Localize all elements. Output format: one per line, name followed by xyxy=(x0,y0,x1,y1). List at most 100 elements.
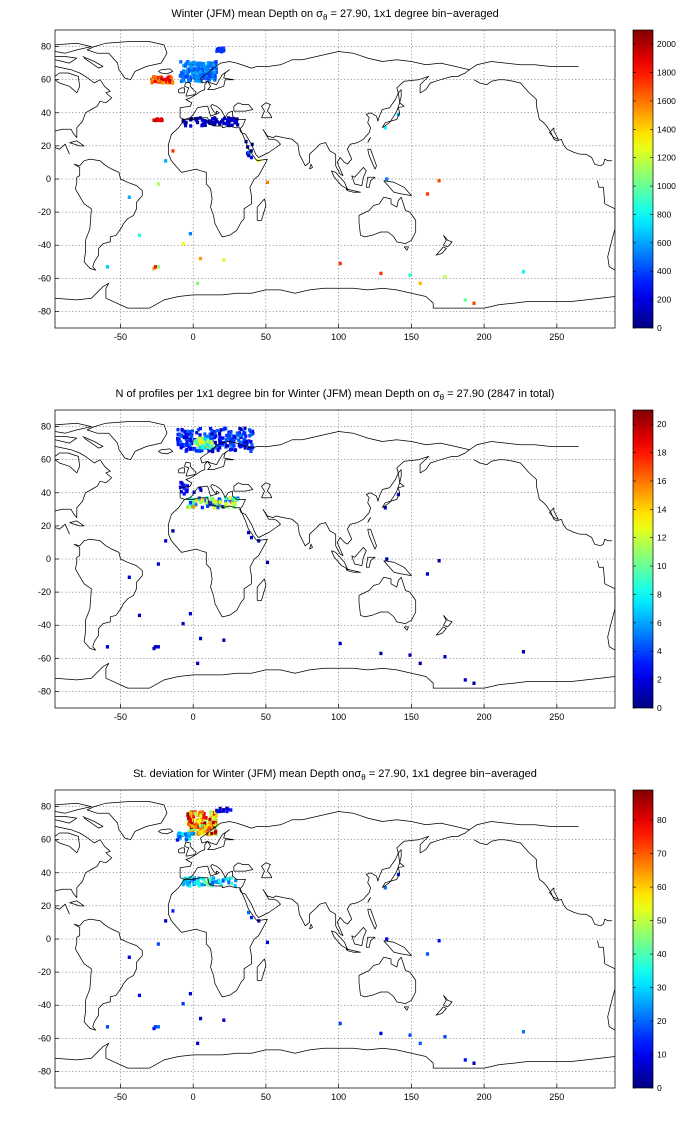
data-cell xyxy=(212,66,216,70)
data-cell xyxy=(206,70,210,74)
data-cell xyxy=(222,48,226,53)
coastline xyxy=(69,520,85,527)
data-cell xyxy=(208,62,212,66)
data-cell xyxy=(211,815,216,820)
data-cell xyxy=(210,442,214,446)
coastline xyxy=(82,816,104,829)
colorbar-tick-label: 400 xyxy=(657,266,671,276)
data-cell xyxy=(183,443,187,447)
colorbar-tick-label: 40 xyxy=(657,949,667,959)
data-cell xyxy=(472,301,476,305)
coastline xyxy=(256,958,267,981)
data-cell xyxy=(208,119,212,123)
data-cell xyxy=(198,440,202,444)
colorbar xyxy=(632,409,654,709)
data-cell xyxy=(203,829,207,834)
data-cell xyxy=(198,433,202,437)
data-cell xyxy=(156,265,160,269)
data-cell xyxy=(443,275,447,279)
data-cell xyxy=(199,813,203,817)
coastline xyxy=(358,956,417,1004)
data-cell xyxy=(229,430,233,434)
data-cell xyxy=(156,75,160,80)
data-cell xyxy=(181,621,185,626)
coastline xyxy=(549,887,559,900)
coastline xyxy=(367,528,377,550)
y-tick-label: -80 xyxy=(38,686,51,696)
data-cell xyxy=(186,67,190,72)
data-cell xyxy=(149,77,154,82)
data-cell xyxy=(205,823,209,827)
data-cell xyxy=(232,440,236,444)
data-cell xyxy=(216,505,220,510)
data-cell xyxy=(225,809,229,814)
x-tick-label: -50 xyxy=(114,332,127,342)
coastline xyxy=(55,662,615,689)
data-cell xyxy=(210,444,214,448)
data-cell xyxy=(210,436,214,441)
data-cell xyxy=(396,112,400,117)
data-cell xyxy=(199,69,203,73)
data-cell xyxy=(215,428,220,433)
y-tick-label: -60 xyxy=(38,653,51,663)
map-panel-2: N of profiles per 1x1 degree bin for Win… xyxy=(38,388,667,722)
data-cell xyxy=(214,832,218,837)
data-cell xyxy=(224,438,229,442)
coastline xyxy=(73,918,143,1031)
data-cell xyxy=(233,118,237,122)
data-cell xyxy=(156,79,160,83)
data-cell xyxy=(472,1061,476,1065)
colorbar-tick-label: 10 xyxy=(657,1050,667,1060)
data-cell xyxy=(241,440,245,445)
data-cell xyxy=(218,500,222,504)
coastline xyxy=(403,1006,409,1011)
title-subscript: θ xyxy=(323,13,328,22)
data-cell xyxy=(179,79,183,84)
data-cell xyxy=(199,76,203,81)
data-cell xyxy=(243,437,247,442)
coastline xyxy=(184,81,197,97)
data-cell xyxy=(203,446,207,450)
y-tick-label: -60 xyxy=(38,273,51,283)
data-cell xyxy=(221,119,225,123)
data-cell xyxy=(200,436,204,441)
data-cell xyxy=(200,505,204,510)
data-cell xyxy=(243,431,247,435)
coastline xyxy=(86,421,168,461)
coastline xyxy=(55,1042,615,1069)
data-cell xyxy=(190,827,194,832)
data-cell xyxy=(188,834,192,838)
data-cell xyxy=(218,439,222,444)
data-cell xyxy=(153,265,158,269)
coastline xyxy=(469,821,579,831)
data-cell xyxy=(192,814,196,819)
y-tick-label: -80 xyxy=(38,1066,51,1076)
data-cell xyxy=(250,429,255,434)
data-cell xyxy=(228,496,232,501)
coastline xyxy=(55,832,81,854)
y-tick-label: -40 xyxy=(38,1000,51,1010)
data-cell xyxy=(215,445,220,449)
data-cell xyxy=(212,429,216,434)
coastline xyxy=(367,908,377,930)
data-cell xyxy=(247,530,251,535)
data-cell xyxy=(187,837,191,841)
data-cell xyxy=(213,816,217,821)
data-cell xyxy=(249,149,253,153)
colorbar-tick-label: 6 xyxy=(657,618,662,628)
data-cell xyxy=(202,814,206,819)
coastline xyxy=(309,543,313,550)
data-cell xyxy=(171,909,175,913)
x-tick-label: 50 xyxy=(261,332,271,342)
data-cell xyxy=(207,449,211,453)
data-cell xyxy=(195,441,199,445)
coastline xyxy=(233,862,254,872)
data-cell xyxy=(213,830,217,835)
data-cell xyxy=(230,442,234,446)
data-cell xyxy=(153,1025,158,1029)
y-tick-label: 60 xyxy=(41,835,51,845)
coastline xyxy=(358,196,417,244)
coastline xyxy=(69,900,85,907)
data-cell xyxy=(383,506,387,510)
data-cell xyxy=(379,1031,383,1036)
